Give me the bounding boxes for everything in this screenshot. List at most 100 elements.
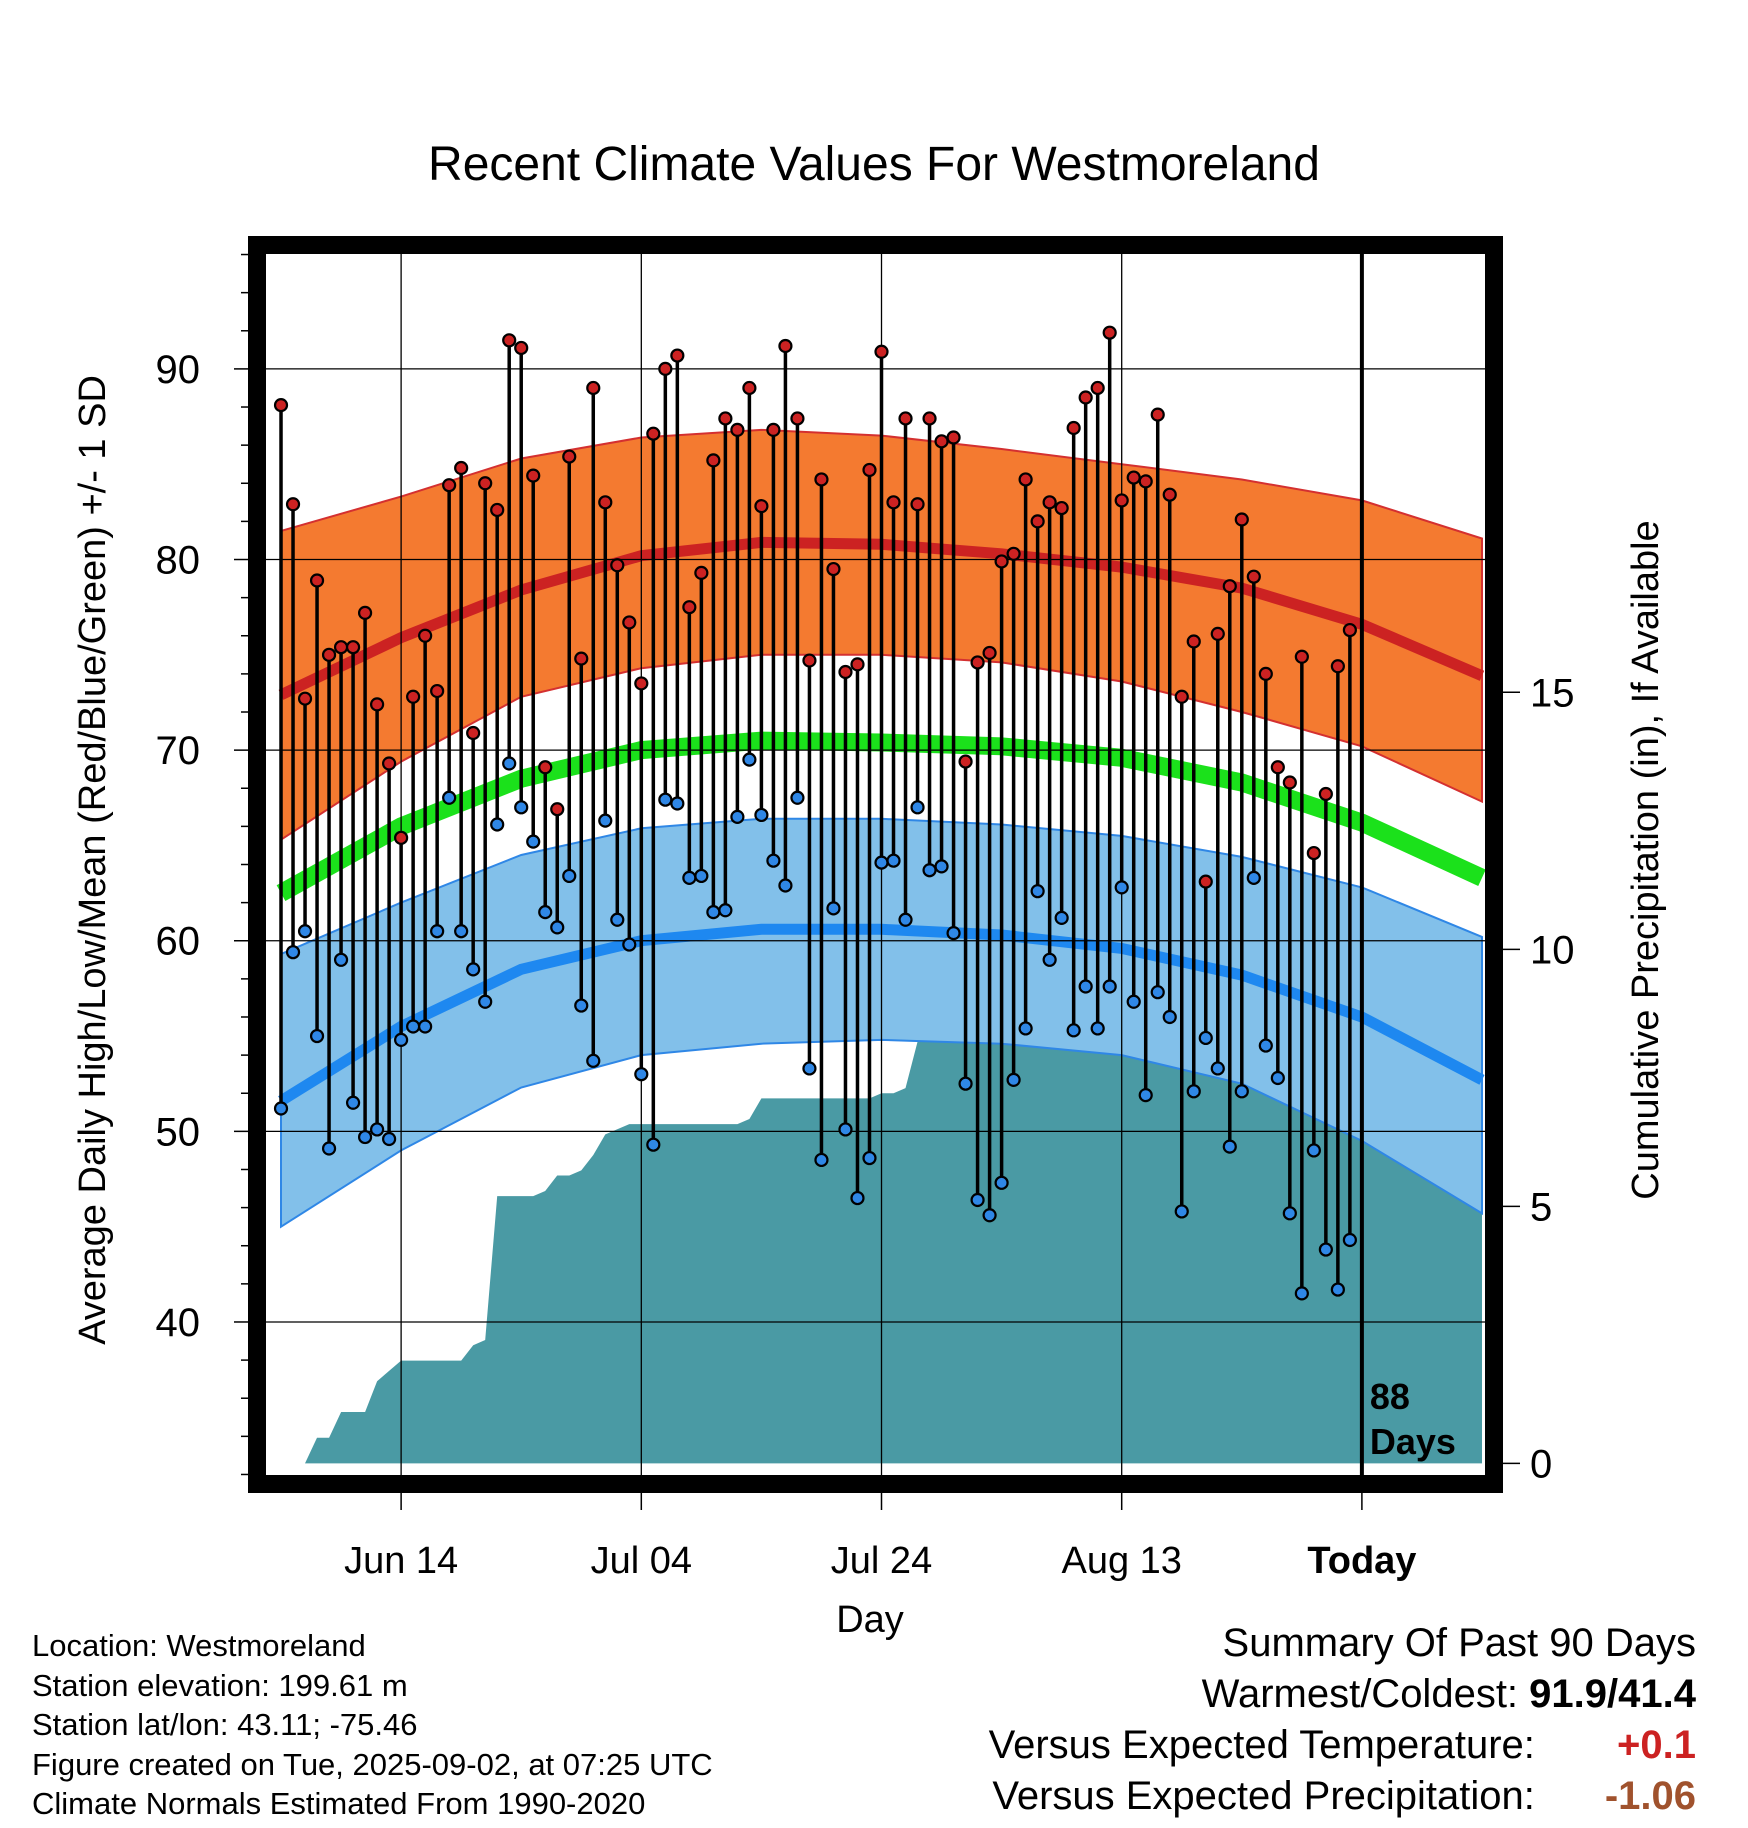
low-point — [994, 1175, 1009, 1190]
high-point — [994, 554, 1009, 569]
low-point — [910, 800, 925, 815]
high-point — [1198, 874, 1213, 889]
low-point — [622, 937, 637, 952]
days-unit-label: Days — [1370, 1421, 1456, 1462]
high-point — [442, 478, 457, 493]
high-point — [646, 426, 661, 441]
low-point — [982, 1208, 997, 1223]
x-tick-label: Jul 04 — [591, 1540, 692, 1582]
y2-axis-label: Cumulative Precipitation (in), If Availa… — [1625, 520, 1667, 1199]
low-point — [754, 807, 769, 823]
high-point — [273, 398, 289, 413]
high-point — [321, 647, 337, 662]
low-point — [430, 924, 445, 939]
low-point — [706, 905, 721, 920]
high-point — [670, 348, 685, 363]
low-point — [958, 1076, 973, 1091]
low-point — [862, 1150, 877, 1166]
temp-row: Versus Expected Temperature: +0.1 — [989, 1720, 1696, 1771]
low-point — [1342, 1232, 1357, 1248]
low-point — [538, 905, 553, 920]
high-point — [718, 411, 733, 426]
temp-label: Versus Expected Temperature: — [988, 1723, 1535, 1767]
high-point — [850, 657, 865, 672]
high-point — [598, 495, 613, 510]
summary-panel: Summary Of Past 90 Days Warmest/Coldest:… — [989, 1618, 1696, 1822]
y-tick-label: 80 — [156, 539, 201, 583]
high-point — [297, 691, 313, 706]
low-point — [970, 1192, 985, 1208]
low-point — [730, 809, 745, 824]
low-point — [442, 790, 457, 805]
low-point — [1162, 1009, 1177, 1025]
high-point — [345, 640, 361, 655]
high-point — [550, 802, 565, 817]
high-point — [766, 422, 781, 437]
y2-tick-label: 0 — [1530, 1442, 1552, 1486]
high-point — [622, 615, 637, 630]
y-tick-label: 90 — [156, 348, 201, 392]
high-point — [1210, 626, 1225, 641]
high-point — [1090, 380, 1105, 396]
high-point — [1294, 649, 1309, 664]
high-point — [538, 760, 553, 775]
low-point — [514, 800, 529, 815]
high-point — [1078, 390, 1093, 405]
low-point — [694, 868, 709, 884]
low-point — [550, 920, 565, 935]
low-point — [610, 912, 625, 927]
high-point — [1258, 666, 1273, 681]
low-point — [526, 834, 541, 849]
high-point — [982, 645, 997, 661]
low-point — [1090, 1021, 1105, 1036]
warm-cold-label: Warmest/Coldest: — [1201, 1672, 1519, 1716]
high-point — [1150, 407, 1165, 422]
low-point — [778, 878, 793, 893]
precip-label: Versus Expected Precipitation: — [992, 1774, 1535, 1818]
high-point — [333, 640, 349, 655]
days-count-label: 88 — [1370, 1376, 1410, 1417]
plot-inner — [257, 245, 1494, 1484]
low-point — [1006, 1072, 1021, 1087]
low-point — [1150, 985, 1165, 1000]
warm-cold-value: 91.9/41.4 — [1529, 1672, 1696, 1716]
plot-frame — [248, 236, 1503, 1493]
high-point — [802, 653, 817, 668]
low-point — [1294, 1286, 1309, 1301]
low-point — [1126, 994, 1141, 1009]
high-point — [1318, 786, 1333, 802]
high-point — [1246, 569, 1261, 584]
low-point — [333, 952, 349, 967]
low-point — [742, 752, 757, 767]
y-axis-label: Average Daily High/Low/Mean (Red/Blue/Gr… — [72, 375, 114, 1345]
high-point — [382, 756, 397, 771]
high-point — [946, 430, 961, 445]
high-point — [910, 497, 925, 512]
low-point — [1042, 952, 1057, 967]
low-point — [562, 868, 577, 884]
high-point — [1282, 775, 1297, 790]
high-point — [610, 558, 625, 573]
warm-cold-row: Warmest/Coldest: 91.9/41.4 — [989, 1669, 1696, 1720]
low-point — [1270, 1070, 1285, 1086]
low-point — [1114, 880, 1129, 895]
y2-tick-label: 10 — [1530, 928, 1575, 972]
high-point — [898, 411, 913, 426]
high-point — [1126, 470, 1141, 485]
high-point — [514, 340, 529, 356]
high-point — [862, 462, 877, 478]
x-tick-label: Aug 13 — [1061, 1540, 1181, 1582]
location-text: Location: Westmoreland — [32, 1628, 366, 1663]
y2-tick-label: 15 — [1530, 671, 1575, 715]
high-point — [574, 651, 589, 666]
x-tick-label: Jul 24 — [831, 1540, 932, 1582]
high-point — [826, 561, 841, 577]
high-point — [1342, 622, 1357, 638]
high-point — [394, 830, 409, 845]
low-point — [814, 1152, 829, 1168]
high-point — [754, 499, 769, 514]
low-point — [934, 859, 949, 874]
low-point — [273, 1101, 289, 1116]
high-point — [814, 472, 829, 487]
